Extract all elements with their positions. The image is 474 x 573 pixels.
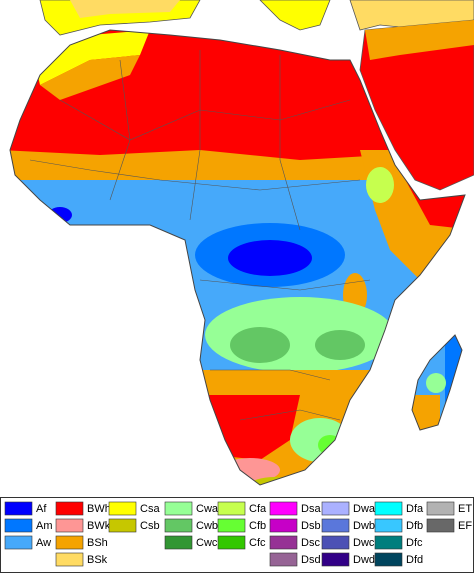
legend-swatch bbox=[4, 535, 33, 550]
legend-label: Cfc bbox=[249, 537, 266, 549]
legend-swatch bbox=[426, 501, 455, 516]
legend-label: Dwa bbox=[353, 503, 376, 515]
legend-swatch bbox=[374, 501, 403, 516]
legend-label: Dfc bbox=[406, 537, 423, 549]
legend-swatch bbox=[269, 501, 298, 516]
legend-label: Cfa bbox=[249, 503, 267, 515]
legend-label: BSh bbox=[87, 537, 108, 549]
legend-swatch bbox=[321, 552, 350, 567]
legend-swatch bbox=[321, 501, 350, 516]
arabia bbox=[359, 19, 474, 191]
legend-swatch bbox=[217, 535, 246, 550]
legend-swatch bbox=[108, 501, 137, 516]
legend-swatch bbox=[374, 535, 403, 550]
madagascar-outline bbox=[411, 334, 463, 431]
legend-swatch bbox=[164, 501, 193, 516]
legend-swatch bbox=[269, 552, 298, 567]
legend-swatch bbox=[4, 501, 33, 516]
legend-swatch bbox=[269, 535, 298, 550]
legend-swatch bbox=[374, 518, 403, 533]
legend-label: Af bbox=[36, 503, 47, 515]
legend-label: Dsa bbox=[301, 503, 321, 515]
legend-label: Aw bbox=[36, 537, 51, 549]
legend-swatch bbox=[4, 518, 33, 533]
legend-label: Cwa bbox=[196, 503, 219, 515]
legend-label: Csa bbox=[140, 503, 160, 515]
legend-label: Am bbox=[36, 520, 53, 532]
legend-label: Cwc bbox=[196, 537, 218, 549]
madagascar bbox=[412, 335, 462, 430]
legend-swatch bbox=[164, 518, 193, 533]
legend-swatch bbox=[217, 518, 246, 533]
legend-label: Dsc bbox=[301, 537, 320, 549]
legend-label: BWh bbox=[87, 503, 111, 515]
legend-label: Csb bbox=[140, 520, 160, 532]
legend-swatch bbox=[321, 535, 350, 550]
legend-label: Dwc bbox=[353, 537, 375, 549]
africa-outline bbox=[9, 29, 466, 486]
legend-swatch bbox=[217, 501, 246, 516]
legend-label: ET bbox=[458, 503, 472, 515]
legend-swatch bbox=[55, 535, 84, 550]
legend-swatch bbox=[269, 518, 298, 533]
legend-swatch bbox=[55, 552, 84, 567]
legend-label: BSk bbox=[87, 554, 108, 566]
europe bbox=[39, 0, 474, 36]
legend: Af Am Aw BWh BWk BSh BSk Csa Csb Cwa Cwb Cwc Cfa Cfb C… bbox=[4, 501, 472, 567]
legend-label: Dsd bbox=[301, 554, 321, 566]
legend-label: Dwb bbox=[353, 520, 375, 532]
legend-swatch bbox=[108, 518, 137, 533]
legend-label: EF bbox=[458, 520, 472, 532]
borders bbox=[29, 50, 371, 421]
legend-swatch bbox=[426, 518, 455, 533]
legend-label: BWk bbox=[87, 520, 111, 532]
legend-label: Dfa bbox=[406, 503, 424, 515]
legend-label: Dwd bbox=[353, 554, 375, 566]
legend-label: Cwb bbox=[196, 520, 218, 532]
legend-label: Dfd bbox=[406, 554, 423, 566]
legend-swatch bbox=[55, 501, 84, 516]
legend-swatch bbox=[55, 518, 84, 533]
legend-swatch bbox=[321, 518, 350, 533]
legend-label: Dsb bbox=[301, 520, 321, 532]
legend-swatch bbox=[164, 535, 193, 550]
legend-label: Cfb bbox=[249, 520, 266, 532]
legend-swatch bbox=[374, 552, 403, 567]
legend-label: Dfb bbox=[406, 520, 423, 532]
